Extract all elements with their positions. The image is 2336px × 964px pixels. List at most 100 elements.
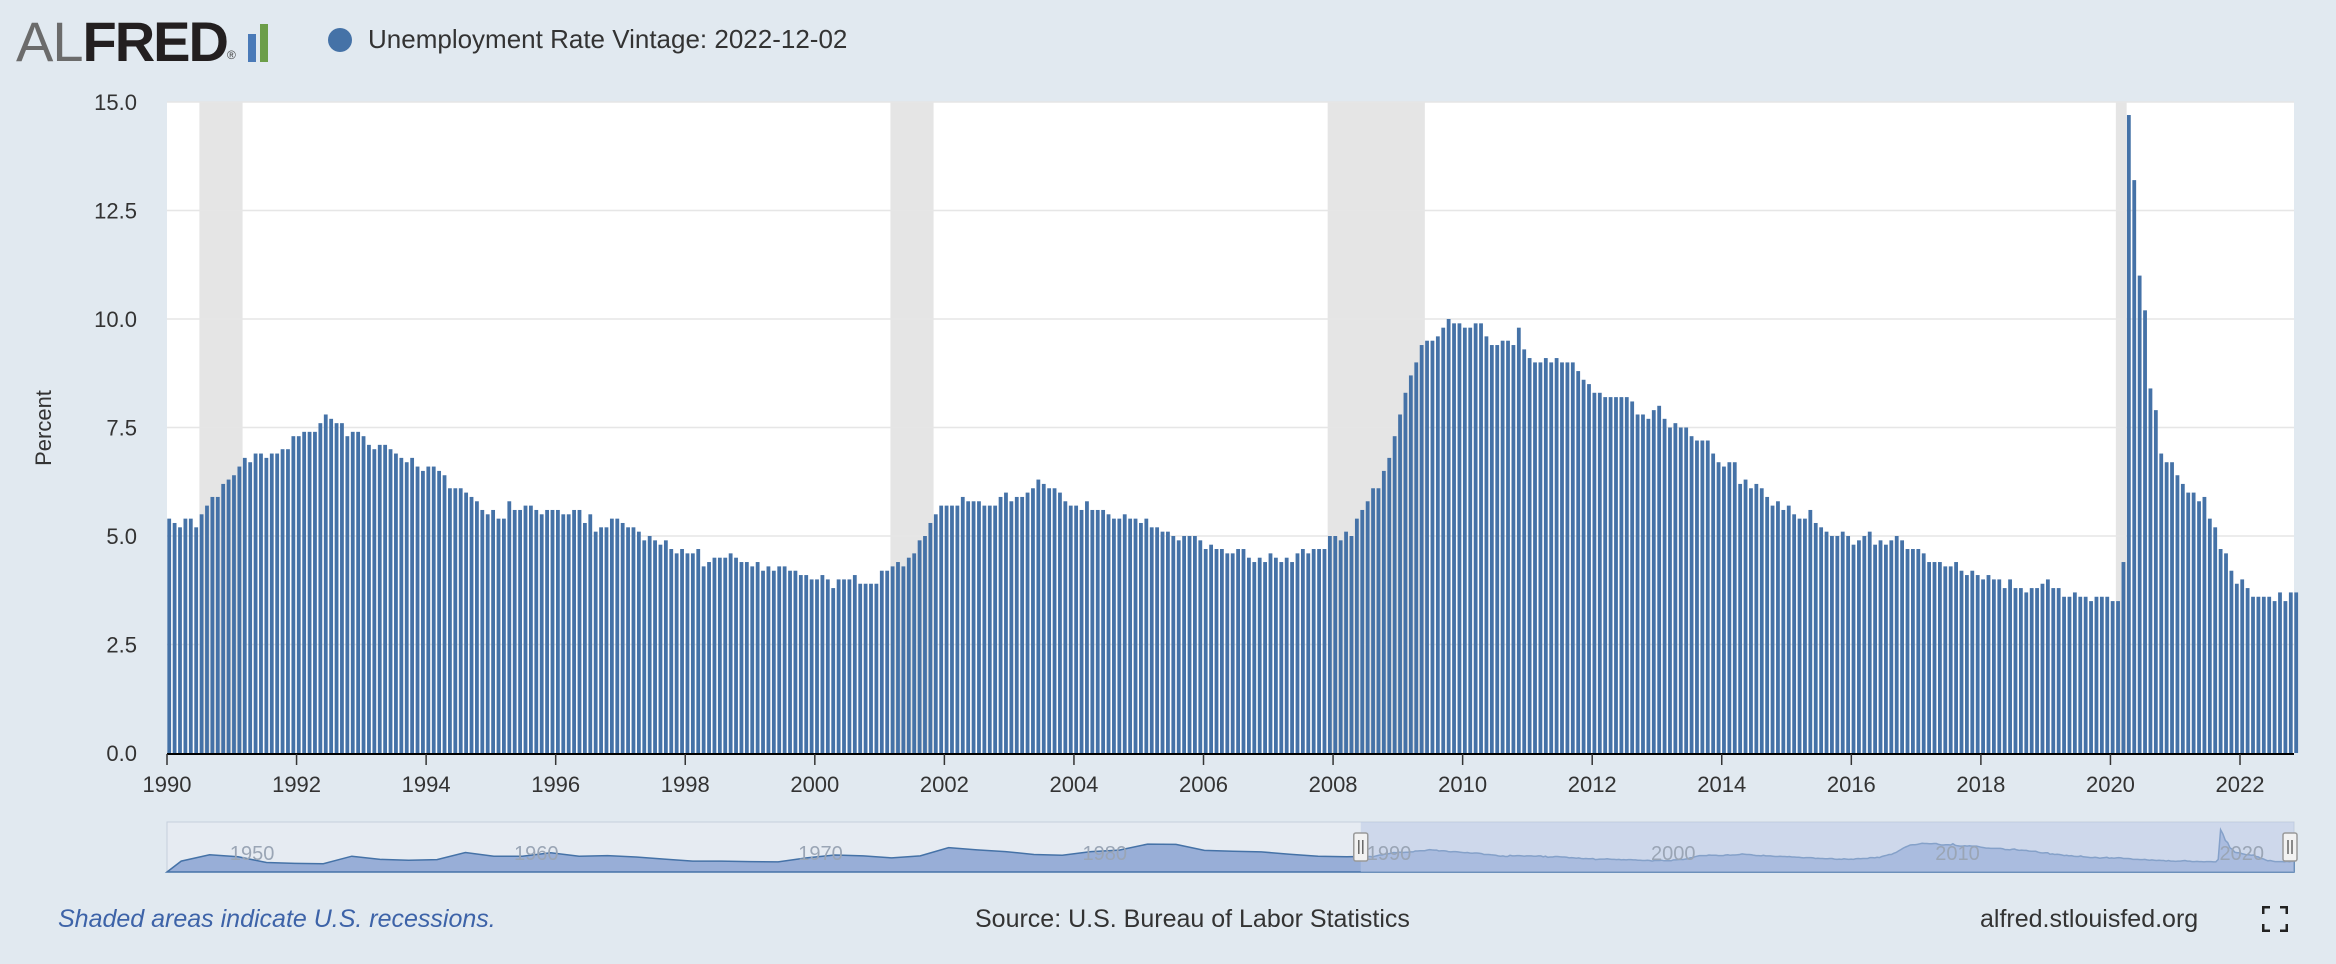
data-bar bbox=[199, 514, 204, 753]
data-bar bbox=[1171, 536, 1176, 753]
x-tick-label: 2022 bbox=[2216, 772, 2265, 797]
data-bar bbox=[847, 579, 852, 753]
data-bar bbox=[1587, 384, 1591, 753]
data-bar bbox=[1651, 410, 1656, 753]
data-bar bbox=[2132, 180, 2137, 753]
data-bar bbox=[1333, 536, 1338, 753]
data-bar bbox=[1058, 492, 1062, 753]
data-bar bbox=[372, 449, 377, 753]
data-bar bbox=[917, 540, 922, 753]
data-bar bbox=[1624, 397, 1629, 753]
data-bar bbox=[1911, 549, 1915, 753]
source-note: Source: U.S. Bureau of Labor Statistics bbox=[975, 905, 1410, 933]
data-bar bbox=[1662, 418, 1667, 753]
chart-legend[interactable]: Unemployment Rate Vintage: 2022-12-02 bbox=[328, 24, 847, 55]
data-bar bbox=[1954, 562, 1958, 753]
data-bar bbox=[388, 449, 393, 753]
x-tick-label: 2012 bbox=[1568, 772, 1617, 797]
data-bar bbox=[1360, 509, 1365, 753]
data-bar bbox=[1862, 536, 1867, 753]
data-bar bbox=[2148, 388, 2153, 753]
data-bar bbox=[1381, 470, 1386, 753]
data-bar bbox=[448, 488, 452, 753]
data-bar bbox=[1090, 509, 1095, 753]
data-bar bbox=[744, 562, 749, 753]
data-bar bbox=[1327, 536, 1332, 753]
x-tick-label: 1994 bbox=[402, 772, 451, 797]
data-bar bbox=[1484, 336, 1489, 753]
data-bar bbox=[761, 570, 765, 753]
data-bar bbox=[1322, 549, 1327, 753]
data-bar bbox=[2240, 579, 2245, 753]
legend-series-label: Unemployment Rate Vintage: 2022-12-02 bbox=[368, 24, 848, 54]
data-bar bbox=[1139, 522, 1143, 753]
data-bar bbox=[226, 479, 231, 753]
data-bar bbox=[1743, 479, 1748, 753]
data-bar bbox=[788, 570, 792, 753]
range-navigator[interactable]: 1950 1960 1970 1980 1990 2000 2010 2020 bbox=[164, 821, 2298, 873]
data-bar bbox=[1236, 549, 1240, 753]
data-bar bbox=[421, 470, 425, 753]
data-bar bbox=[1489, 345, 1494, 753]
data-bar bbox=[269, 453, 274, 753]
data-bar bbox=[2018, 588, 2023, 753]
data-bar bbox=[1840, 531, 1845, 753]
data-bar bbox=[237, 466, 242, 753]
data-bar bbox=[426, 466, 431, 753]
navigator-handle-right[interactable] bbox=[2282, 832, 2298, 862]
data-bar bbox=[313, 431, 317, 753]
data-bar bbox=[1052, 488, 1057, 753]
data-bar bbox=[491, 509, 496, 753]
data-bar bbox=[1716, 462, 1721, 753]
data-bar bbox=[1684, 427, 1689, 753]
data-bar bbox=[334, 423, 339, 753]
data-bar bbox=[1479, 323, 1483, 753]
site-link[interactable]: alfred.stlouisfed.org bbox=[1980, 905, 2199, 933]
fullscreen-icon[interactable] bbox=[2262, 906, 2288, 932]
navigator-label: 1960 bbox=[514, 843, 559, 865]
data-bar bbox=[2164, 462, 2169, 753]
data-bar bbox=[555, 509, 560, 753]
navigator-label: 2020 bbox=[2219, 843, 2264, 865]
data-bar bbox=[998, 496, 1003, 753]
data-bar bbox=[534, 509, 539, 753]
data-bar bbox=[2045, 579, 2050, 753]
data-bar bbox=[1851, 544, 1856, 753]
data-bar bbox=[950, 505, 954, 753]
data-bar bbox=[1311, 549, 1316, 753]
data-bar bbox=[2229, 570, 2234, 753]
data-bar bbox=[669, 549, 674, 753]
data-bar bbox=[1419, 345, 1424, 753]
data-bar bbox=[1867, 531, 1872, 753]
data-bar bbox=[1203, 549, 1208, 753]
data-bar bbox=[1614, 397, 1618, 753]
data-bar bbox=[1128, 518, 1133, 753]
data-bar bbox=[712, 557, 717, 753]
data-bar bbox=[739, 562, 744, 753]
data-bar bbox=[1581, 379, 1586, 753]
data-bar bbox=[1819, 527, 1824, 753]
data-bar bbox=[631, 527, 636, 753]
data-bar bbox=[2078, 596, 2083, 753]
data-bar bbox=[1808, 509, 1813, 753]
data-bar bbox=[626, 527, 630, 753]
data-bar bbox=[1268, 553, 1273, 753]
data-bar bbox=[453, 488, 458, 753]
alfred-logo[interactable]: AL FRED ® bbox=[16, 14, 268, 70]
data-bar bbox=[1041, 483, 1046, 753]
data-bar bbox=[1317, 549, 1321, 753]
data-bar bbox=[1781, 509, 1786, 753]
data-bar bbox=[1792, 514, 1797, 753]
data-bar bbox=[1279, 562, 1284, 753]
data-bar bbox=[496, 518, 501, 753]
recession-note: Shaded areas indicate U.S. recessions. bbox=[58, 905, 496, 933]
navigator-handle-left[interactable] bbox=[1353, 832, 1369, 862]
data-bar bbox=[475, 501, 479, 753]
data-bar bbox=[410, 457, 415, 753]
data-bar bbox=[1387, 457, 1392, 753]
data-bar bbox=[820, 575, 825, 753]
data-bar bbox=[437, 470, 442, 753]
data-bar bbox=[636, 531, 641, 753]
data-bar bbox=[2213, 527, 2218, 753]
data-bar bbox=[1905, 549, 1910, 753]
